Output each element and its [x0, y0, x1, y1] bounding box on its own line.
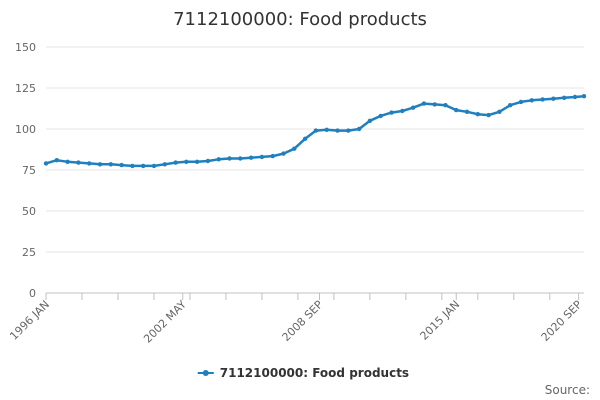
data-point[interactable]	[378, 113, 383, 119]
series-layer	[43, 94, 587, 169]
data-point[interactable]	[65, 159, 70, 164]
data-point[interactable]	[216, 157, 221, 162]
data-point[interactable]	[162, 162, 167, 167]
data-point[interactable]	[432, 102, 437, 107]
data-point[interactable]	[173, 160, 178, 165]
y-tick-label: 100	[15, 123, 36, 136]
data-point[interactable]	[302, 136, 308, 141]
data-point[interactable]	[292, 146, 297, 151]
data-point[interactable]	[194, 159, 200, 164]
data-point[interactable]	[551, 96, 556, 101]
data-point[interactable]	[281, 151, 286, 156]
data-point[interactable]	[335, 128, 340, 133]
data-point[interactable]	[562, 95, 567, 101]
data-point[interactable]	[410, 105, 416, 110]
data-point[interactable]	[97, 162, 103, 167]
x-tick-label: 2002 MAY	[141, 298, 189, 346]
data-point[interactable]	[356, 126, 362, 132]
data-point[interactable]	[184, 159, 189, 164]
data-point[interactable]	[130, 163, 135, 169]
y-tick-label: 25	[22, 246, 36, 259]
axes: 0 25 50 75 100 125 150 1996 JAN 2002 MAY 2008 SEP…	[7, 41, 585, 346]
data-point[interactable]	[108, 162, 114, 167]
data-point[interactable]	[54, 158, 59, 163]
data-point[interactable]	[389, 110, 394, 115]
y-tick-label: 50	[22, 205, 36, 218]
data-point[interactable]	[400, 108, 405, 114]
data-point[interactable]	[421, 101, 427, 106]
data-point[interactable]	[346, 128, 351, 133]
data-point[interactable]	[581, 94, 587, 99]
data-point[interactable]	[464, 109, 470, 115]
legend-label[interactable]: 7112100000: Food products	[220, 366, 409, 380]
y-tick-label: 125	[15, 82, 36, 95]
chart-title: 7112100000: Food products	[173, 9, 427, 30]
data-point[interactable]	[475, 112, 480, 117]
x-tick-label: 1996 JAN	[7, 298, 52, 343]
data-point[interactable]	[367, 118, 373, 124]
y-tick-label: 0	[29, 287, 36, 300]
data-point[interactable]	[43, 161, 49, 166]
data-point[interactable]	[540, 97, 545, 102]
data-point[interactable]	[141, 163, 146, 169]
x-tick-label: 2020 SEP	[539, 298, 585, 344]
data-point[interactable]	[248, 155, 254, 160]
data-point[interactable]	[572, 94, 578, 100]
data-point[interactable]	[259, 154, 265, 160]
data-point[interactable]	[313, 128, 319, 133]
data-point[interactable]	[270, 153, 275, 159]
data-point[interactable]	[87, 161, 92, 166]
data-point[interactable]	[324, 127, 329, 132]
data-point[interactable]	[486, 112, 491, 118]
x-tick-label: 2008 SEP	[280, 298, 326, 344]
y-tick-label: 150	[15, 41, 36, 54]
y-tick-label: 75	[22, 164, 36, 177]
data-point[interactable]	[443, 103, 448, 108]
data-point[interactable]	[76, 160, 81, 165]
data-point[interactable]	[529, 98, 534, 103]
data-point[interactable]	[151, 163, 157, 169]
data-point[interactable]	[227, 156, 232, 161]
source-label: Source:	[545, 383, 590, 397]
data-point[interactable]	[508, 103, 513, 108]
data-point[interactable]	[238, 156, 243, 161]
data-point[interactable]	[497, 109, 502, 115]
data-point[interactable]	[518, 99, 524, 105]
grid	[46, 46, 584, 294]
data-point[interactable]	[454, 107, 459, 113]
legend[interactable]: 7112100000: Food products	[197, 366, 409, 380]
data-point[interactable]	[119, 162, 124, 168]
x-tick-label: 2015 JAN	[418, 298, 463, 343]
legend-marker-icon	[202, 370, 209, 376]
data-point[interactable]	[205, 158, 211, 164]
